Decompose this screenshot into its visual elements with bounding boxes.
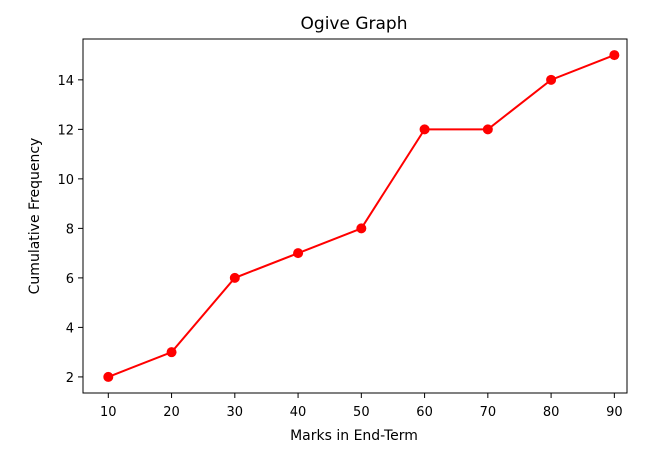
x-tick-label: 10 bbox=[100, 405, 117, 420]
x-tick-label: 40 bbox=[290, 405, 307, 420]
y-tick-label: 4 bbox=[66, 321, 74, 336]
data-point bbox=[419, 124, 430, 135]
y-axis-label: Cumulative Frequency bbox=[27, 138, 43, 295]
data-point bbox=[546, 74, 557, 85]
x-axis-ticks: 10 20 30 40 50 60 70 80 90 bbox=[100, 393, 623, 420]
y-tick-label: 14 bbox=[57, 74, 74, 89]
x-tick-label: 60 bbox=[416, 405, 433, 420]
y-tick-label: 8 bbox=[66, 222, 74, 237]
x-tick-label: 20 bbox=[163, 405, 180, 420]
data-point bbox=[609, 50, 620, 61]
x-tick-label: 70 bbox=[480, 405, 497, 420]
data-point bbox=[229, 272, 240, 283]
y-tick-label: 2 bbox=[66, 371, 74, 386]
x-tick-label: 30 bbox=[227, 405, 244, 420]
y-tick-label: 6 bbox=[66, 272, 74, 287]
x-tick-label: 50 bbox=[353, 405, 370, 420]
data-point bbox=[103, 371, 114, 382]
data-points bbox=[103, 50, 620, 382]
y-tick-label: 10 bbox=[57, 173, 74, 188]
plot-frame bbox=[82, 38, 628, 394]
data-point bbox=[166, 347, 177, 358]
x-tick-label: 80 bbox=[543, 405, 560, 420]
y-axis-ticks: 2 4 6 8 10 12 14 bbox=[57, 74, 83, 386]
data-point bbox=[482, 124, 493, 135]
chart-title: Ogive Graph bbox=[301, 14, 408, 34]
data-point bbox=[356, 223, 367, 234]
x-tick-label: 90 bbox=[606, 405, 623, 420]
series-line bbox=[107, 54, 615, 378]
x-axis-label: Marks in End-Term bbox=[290, 428, 418, 444]
y-tick-label: 12 bbox=[57, 123, 74, 138]
data-point bbox=[293, 248, 304, 259]
